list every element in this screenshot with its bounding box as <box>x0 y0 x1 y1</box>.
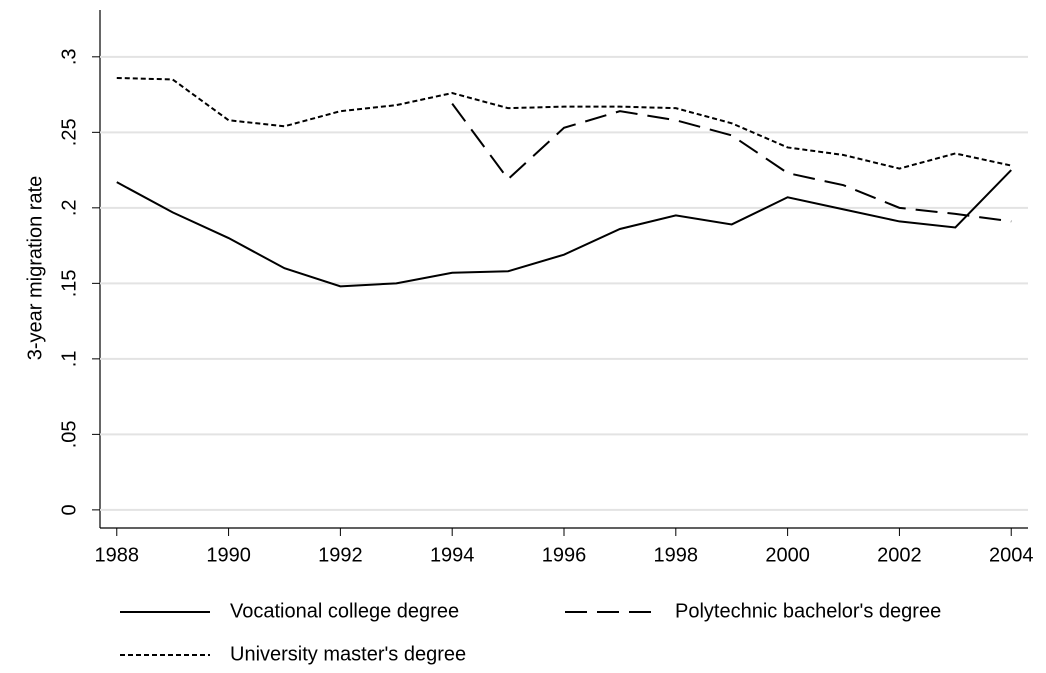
y-tick-label: .2 <box>58 199 80 216</box>
legend-label: Polytechnic bachelor's degree <box>675 600 941 622</box>
legend-label: Vocational college degree <box>230 600 459 622</box>
x-tick-label: 1992 <box>318 544 363 566</box>
x-tick-label: 1994 <box>430 544 475 566</box>
x-tick-label: 2000 <box>765 544 810 566</box>
x-tick-label: 2004 <box>989 544 1034 566</box>
x-tick-label: 1988 <box>95 544 140 566</box>
series-line <box>451 103 1012 223</box>
x-tick-label: 1998 <box>654 544 699 566</box>
y-axis-title: 3-year migration rate <box>24 176 46 361</box>
y-tick-label: 0 <box>58 504 80 515</box>
y-tick-label: .05 <box>58 420 80 448</box>
series-line <box>116 169 1012 288</box>
y-tick-label: .1 <box>58 351 80 368</box>
y-tick-label: .25 <box>58 118 80 146</box>
x-tick-label: 1990 <box>206 544 251 566</box>
legend-label: University master's degree <box>230 643 466 665</box>
series-line <box>116 76 1012 170</box>
x-tick-label: 1996 <box>542 544 587 566</box>
x-tick-label: 2002 <box>877 544 922 566</box>
y-tick-label: .3 <box>58 48 80 65</box>
y-tick-label: .15 <box>58 269 80 297</box>
